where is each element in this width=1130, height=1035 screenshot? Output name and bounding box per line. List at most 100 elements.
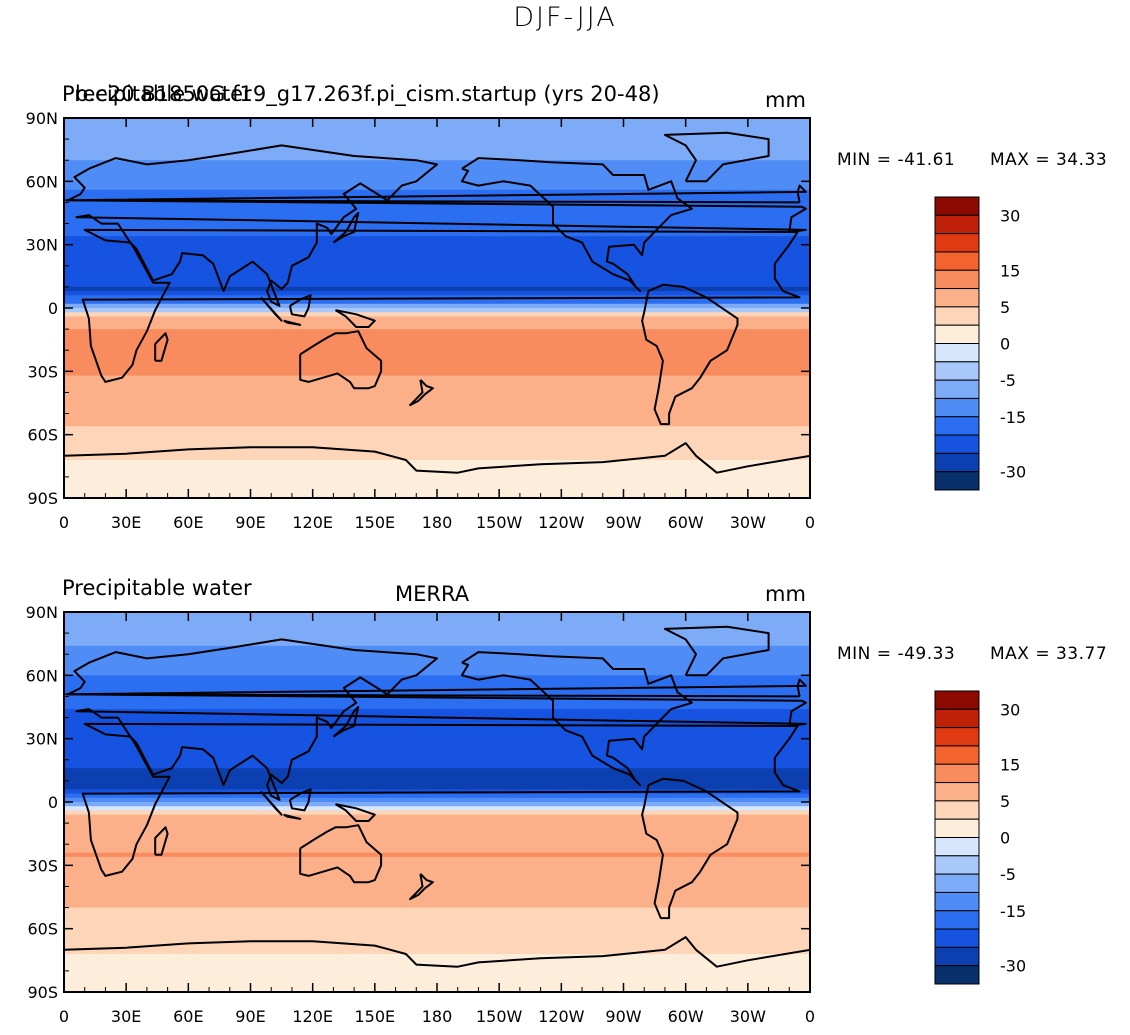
colorbar-box bbox=[934, 708, 980, 729]
lat-band bbox=[64, 941, 810, 947]
lat-band bbox=[64, 734, 810, 740]
coastline bbox=[260, 790, 283, 816]
lat-band bbox=[64, 797, 810, 803]
coastline bbox=[64, 936, 810, 968]
lat-band bbox=[64, 278, 810, 284]
lat-band bbox=[64, 476, 810, 482]
coastlines bbox=[64, 131, 810, 474]
coastline bbox=[81, 722, 801, 877]
lat-band bbox=[64, 700, 810, 706]
lat-band bbox=[64, 472, 810, 478]
lat-band bbox=[64, 244, 810, 250]
lat-band bbox=[64, 742, 810, 748]
lat-band bbox=[64, 443, 810, 448]
lat-band bbox=[64, 823, 810, 828]
x-tick-label: 30E bbox=[111, 513, 141, 532]
x-tick-label: 60W bbox=[668, 1007, 704, 1026]
lat-band bbox=[64, 810, 810, 816]
coastline bbox=[67, 144, 807, 307]
lat-band bbox=[64, 202, 810, 208]
lat-band bbox=[64, 261, 810, 267]
lat-band bbox=[64, 650, 810, 655]
lat-band bbox=[64, 658, 810, 664]
lat-band bbox=[64, 396, 810, 402]
colorbar-label: 15 bbox=[1000, 755, 1020, 774]
max-label: MAX = 34.33 bbox=[990, 150, 1108, 170]
lat-band bbox=[64, 405, 810, 410]
min-label: MIN = -49.33 bbox=[837, 644, 956, 664]
coastline bbox=[65, 184, 807, 204]
y-tick-label: 90N bbox=[26, 603, 58, 622]
x-tick-label: 120W bbox=[538, 1007, 585, 1026]
colorbar-box bbox=[934, 745, 980, 765]
lat-band bbox=[64, 422, 810, 427]
x-tick-label: 30W bbox=[730, 513, 766, 532]
lat-band bbox=[64, 730, 810, 736]
panel-merra: Precipitable water MERRA mm MIN = -49.33… bbox=[0, 494, 1130, 1026]
y-tick-label: 90S bbox=[27, 983, 58, 1002]
lat-band bbox=[64, 780, 810, 786]
lat-band bbox=[64, 806, 810, 812]
lat-band bbox=[64, 878, 810, 883]
coastline bbox=[460, 157, 693, 293]
lat-band bbox=[64, 865, 810, 871]
y-tick-label: 60N bbox=[26, 172, 58, 191]
lat-band bbox=[64, 713, 810, 719]
coastline bbox=[288, 294, 312, 318]
lat-band bbox=[64, 223, 810, 229]
lat-band bbox=[64, 945, 810, 951]
lat-band bbox=[64, 164, 810, 170]
x-tick-label: 120E bbox=[292, 513, 333, 532]
lat-band bbox=[64, 464, 810, 470]
colorbar-box bbox=[934, 196, 980, 216]
lat-band bbox=[64, 232, 810, 237]
colorbar-label: -30 bbox=[1000, 957, 1026, 976]
lat-band bbox=[64, 375, 810, 381]
lat-band bbox=[64, 413, 810, 419]
lat-band bbox=[64, 949, 810, 955]
lat-band bbox=[64, 392, 810, 398]
lat-band bbox=[64, 139, 810, 144]
x-tick-label: 150E bbox=[355, 1007, 396, 1026]
lat-band bbox=[64, 130, 810, 136]
coastline bbox=[641, 283, 739, 426]
x-tick-label: 120E bbox=[292, 1007, 333, 1026]
lat-band bbox=[64, 802, 810, 807]
lat-band bbox=[64, 899, 810, 904]
panel-center-title: MERRA bbox=[395, 582, 470, 606]
lat-band bbox=[64, 654, 810, 660]
x-tick-label: 90E bbox=[235, 1007, 265, 1026]
lat-band bbox=[64, 434, 810, 440]
coastline bbox=[64, 442, 810, 474]
lat-band bbox=[64, 924, 810, 930]
lat-band bbox=[64, 172, 810, 178]
lat-band bbox=[64, 185, 810, 191]
lat-band bbox=[64, 367, 810, 372]
lat-band bbox=[64, 371, 810, 377]
colorbar-box bbox=[934, 763, 980, 784]
lat-band bbox=[64, 624, 810, 630]
coastline bbox=[288, 788, 312, 812]
y-tick-label: 30S bbox=[27, 362, 58, 381]
lat-band bbox=[64, 485, 810, 491]
x-tick-label: 90E bbox=[235, 513, 265, 532]
lat-band bbox=[64, 793, 810, 799]
colorbar-box bbox=[934, 269, 980, 290]
lat-band bbox=[64, 755, 810, 761]
coastline bbox=[154, 332, 169, 362]
coastline bbox=[260, 296, 283, 322]
x-tick-label: 150E bbox=[355, 513, 396, 532]
y-tick-label: 60S bbox=[27, 920, 58, 939]
lat-band bbox=[64, 738, 810, 744]
x-tick-label: 60E bbox=[173, 1007, 203, 1026]
lat-band bbox=[64, 768, 810, 774]
y-tick-label: 30N bbox=[26, 236, 58, 255]
panel-units: mm bbox=[765, 88, 806, 112]
lat-band bbox=[64, 156, 810, 161]
colorbar-box bbox=[934, 800, 980, 820]
lat-band bbox=[64, 388, 810, 394]
lat-band bbox=[64, 848, 810, 854]
lat-band bbox=[64, 460, 810, 465]
x-tick-label: 90W bbox=[605, 1007, 641, 1026]
lat-band bbox=[64, 928, 810, 934]
